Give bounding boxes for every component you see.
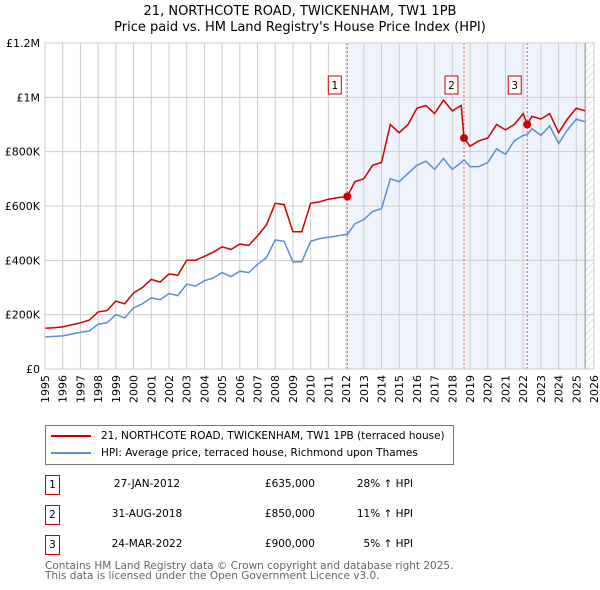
x-tick-label: 2020 [482, 375, 495, 403]
x-tick-label: 2013 [358, 375, 371, 403]
x-tick-label: 1999 [110, 375, 123, 403]
sale-marker-box [444, 75, 459, 95]
x-tick-label: 2005 [216, 375, 229, 403]
y-tick-label: £400K [5, 254, 41, 267]
x-tick-label: 2007 [252, 375, 265, 403]
series-line [44, 98, 586, 330]
sale-date: 24-MAR-2022 [111, 538, 183, 550]
sale-hpi: 28% ↑ HPI [356, 478, 413, 490]
legend-item-hpi: HPI: Average price, terraced house, Rich… [51, 445, 418, 461]
x-tick-label: 2018 [446, 375, 459, 403]
sale-price: £850,000 [264, 508, 315, 520]
x-tick-label: 1997 [74, 375, 87, 403]
x-tick-label: 2003 [181, 375, 194, 403]
sale-price: £900,000 [264, 538, 315, 550]
x-tick-label: 2000 [128, 375, 141, 403]
y-tick-label: £800K [5, 146, 41, 159]
table-row: 2 31-AUG-2018 £850,000 11% ↑ HPI [45, 505, 445, 525]
table-row: 3 24-MAR-2022 £900,000 5% ↑ HPI [45, 535, 445, 555]
x-tick-label: 2008 [269, 375, 282, 403]
x-tick-label: 2001 [145, 375, 158, 403]
y-tick-label: £600K [5, 200, 41, 213]
sale-marker-box [327, 75, 342, 95]
x-tick-label: 2002 [163, 375, 176, 403]
x-tick-label: 2009 [287, 375, 300, 403]
chart-title: 21, NORTHCOTE ROAD, TWICKENHAM, TW1 1PB [143, 4, 457, 19]
x-tick-label: 2023 [535, 375, 548, 403]
x-tick-label: 2016 [411, 375, 424, 403]
sale-marker-number: 3 [511, 80, 518, 92]
footer: Contains HM Land Registry data © Crown c… [45, 560, 454, 582]
legend-item-property: 21, NORTHCOTE ROAD, TWICKENHAM, TW1 1PB … [51, 428, 445, 444]
sale-marker-label: 1 [45, 475, 60, 495]
sale-hpi: 5% ↑ HPI [363, 538, 413, 550]
x-tick-label: 2010 [305, 375, 318, 403]
chart-subtitle: Price paid vs. HM Land Registry's House … [114, 20, 486, 35]
y-tick-label: £1.2M [6, 37, 40, 50]
sale-marker-box [507, 75, 522, 95]
sale-marker-label: 2 [45, 505, 60, 525]
sale-point [460, 134, 469, 143]
series-line [44, 118, 586, 338]
x-tick-label: 1998 [92, 375, 105, 403]
sale-marker-number: 2 [448, 80, 455, 92]
footer-line: This data is licensed under the Open Gov… [45, 570, 380, 582]
x-tick-label: 2015 [393, 375, 406, 403]
x-tick-label: 2014 [375, 375, 388, 403]
legend-label: HPI: Average price, terraced house, Rich… [101, 447, 418, 459]
x-tick-label: 1996 [57, 375, 70, 403]
x-tick-label: 2024 [553, 375, 566, 403]
sale-point [343, 192, 352, 201]
plot-area: 1995 1996 1997 1998 1999 2000 2001 2002 2003 2004… [5, 37, 600, 403]
y-tick-label: £0 [26, 363, 40, 376]
sale-point [523, 120, 532, 129]
y-tick-label: £1M [17, 91, 41, 104]
y-tick-label: £200K [5, 309, 41, 322]
x-tick-label: 2021 [499, 375, 512, 403]
sale-marker-label: 3 [45, 535, 60, 555]
x-tick-label: 1995 [39, 375, 52, 403]
x-tick-label: 2006 [234, 375, 247, 403]
sale-date: 31-AUG-2018 [111, 508, 183, 520]
sale-hpi: 11% ↑ HPI [356, 508, 413, 520]
sale-marker-number: 1 [331, 80, 338, 92]
x-tick-label: 2017 [429, 375, 442, 403]
x-tick-label: 2004 [198, 375, 211, 403]
x-tick-label: 2022 [517, 375, 530, 403]
plot-frame [44, 42, 595, 370]
x-tick-label: 2012 [340, 375, 353, 403]
legend: 21, NORTHCOTE ROAD, TWICKENHAM, TW1 1PB … [45, 425, 454, 465]
sale-date: 27-JAN-2012 [113, 478, 181, 490]
legend-label: 21, NORTHCOTE ROAD, TWICKENHAM, TW1 1PB … [101, 430, 445, 442]
table-row: 1 27-JAN-2012 £635,000 28% ↑ HPI [45, 475, 445, 495]
footer-line: Contains HM Land Registry data © Crown c… [45, 560, 454, 572]
sale-price: £635,000 [264, 478, 315, 490]
x-tick-label: 2026 [588, 375, 600, 403]
x-tick-label: 2019 [464, 375, 477, 403]
x-tick-label: 2011 [322, 375, 335, 403]
x-tick-label: 2025 [570, 375, 583, 403]
